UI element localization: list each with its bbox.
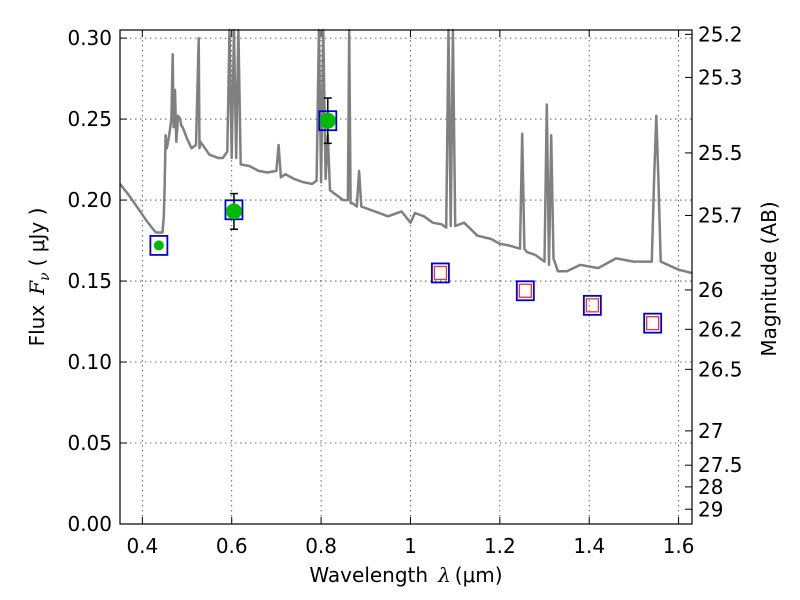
y-tick-label: 0.00	[67, 512, 112, 536]
y2-tick-label: 29	[698, 497, 723, 521]
observed-flux-point	[319, 112, 336, 129]
x-tick-label: 1.4	[573, 534, 605, 558]
observed-flux-point	[225, 203, 242, 220]
non-detection-square	[585, 298, 599, 313]
non-detection-square	[646, 316, 660, 331]
series-layer	[119, 28, 693, 275]
y-tick-label: 0.30	[67, 26, 112, 50]
y-tick-label: 0.05	[67, 431, 112, 455]
y-tick-label: 0.25	[67, 107, 112, 131]
x-tick-label: 0.8	[305, 534, 337, 558]
y2-tick-label: 25.2	[698, 22, 743, 46]
y-tick-label: 0.20	[67, 188, 112, 212]
y2-tick-label: 25.3	[698, 65, 743, 89]
model-photometry-square	[149, 235, 169, 256]
y-axis-label: Flux Fν ( μJy )	[25, 208, 53, 347]
y2-tick-label: 27.5	[698, 453, 743, 477]
y-tick-label: 0.15	[67, 269, 112, 293]
x-tick-label: 1	[404, 534, 417, 558]
non-detection-square	[518, 283, 532, 298]
plot-background	[120, 30, 692, 524]
x-axis-label: Wavelength λ (μm)	[309, 563, 502, 587]
y2-tick-label: 27	[698, 419, 723, 443]
y-axis-symbol: F	[25, 280, 49, 296]
model-photometry-square	[515, 280, 535, 302]
y2-tick-label: 26	[698, 278, 723, 302]
grid-layer	[120, 30, 692, 525]
plot-frame	[119, 29, 693, 525]
model-photometry-square	[643, 312, 663, 334]
y-tick-label: 0.10	[67, 350, 112, 374]
y2-tick-label: 28	[698, 475, 723, 499]
y2-tick-label: 26.2	[698, 317, 743, 341]
x-axis-title: Wavelength	[309, 563, 428, 587]
y-axis-title: Flux	[25, 305, 49, 347]
x-tick-label: 1.6	[663, 534, 695, 558]
y-axis-subscript: ν	[37, 272, 53, 281]
y2-axis-label: Magnitude (AB)	[757, 201, 781, 356]
template-spectrum-line	[119, 28, 693, 275]
model-photometry-square	[582, 294, 602, 316]
marker-layer	[149, 97, 663, 334]
observed-flux-point	[153, 240, 164, 251]
tick-layer: 0.4 0.6 0.8 1 1.2 1.4 1.6 0.00 0.05 0.10 0.15 0.20 0…	[67, 22, 742, 558]
y2-tick-label: 26.5	[698, 357, 743, 381]
y-axis-unit: ( μJy )	[25, 208, 49, 267]
model-photometry-square	[431, 262, 450, 284]
y2-tick-label: 25.7	[698, 203, 743, 227]
x-tick-label: 0.6	[216, 534, 248, 558]
x-axis-unit: (μm)	[455, 563, 503, 587]
x-axis-symbol: λ	[437, 563, 451, 587]
y2-tick-label: 25.5	[698, 141, 743, 165]
x-tick-label: 0.4	[126, 534, 158, 558]
x-tick-label: 1.2	[484, 534, 516, 558]
non-detection-square	[433, 265, 448, 281]
